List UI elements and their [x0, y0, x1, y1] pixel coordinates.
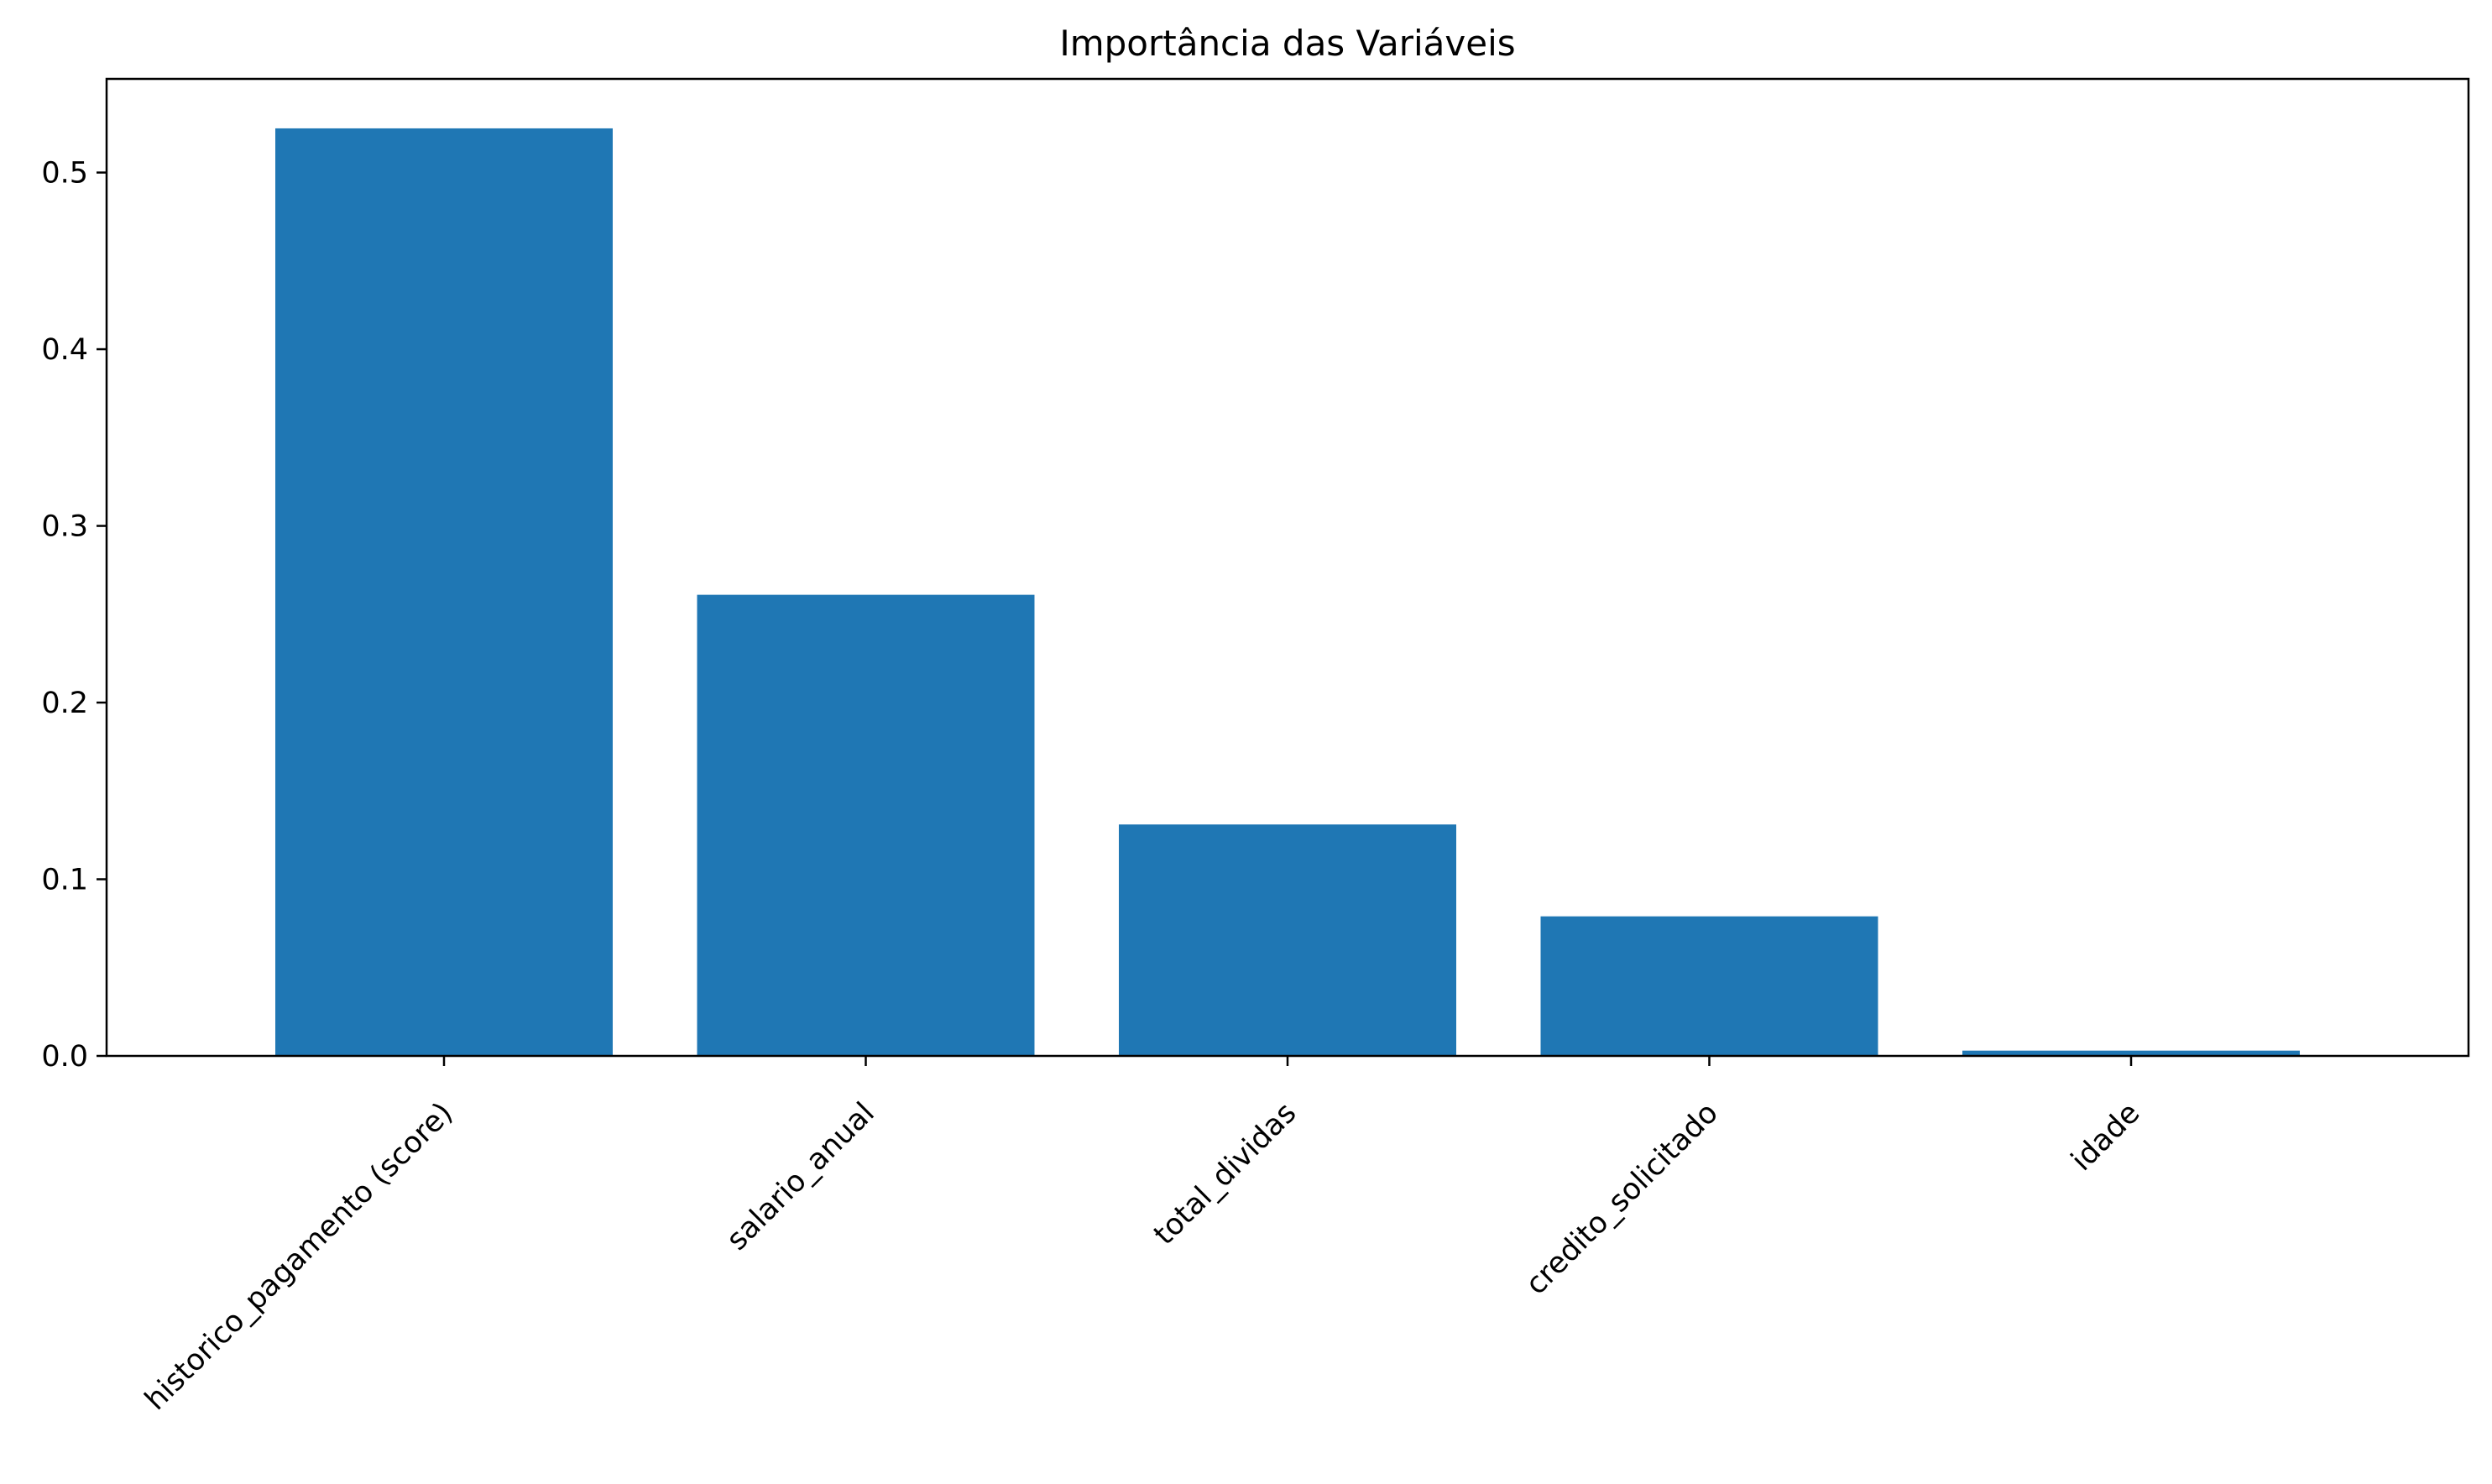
- x-tick-label: historico_pagamento (score): [138, 1096, 459, 1417]
- y-tick-label: 0.2: [41, 687, 88, 720]
- y-tick-label: 0.3: [41, 510, 88, 544]
- y-tick-label: 0.4: [41, 333, 88, 367]
- bar-credito-solicitado: [1540, 916, 1878, 1056]
- bar-idade: [1962, 1050, 2300, 1056]
- x-tick-label: salario_anual: [720, 1096, 881, 1257]
- y-axis: 0.0 0.1 0.2 0.3 0.4 0.5: [41, 157, 107, 1074]
- plot-frame: [105, 77, 2470, 1058]
- x-axis: historico_pagamento (score) salario_anual…: [138, 1056, 2146, 1417]
- y-tick-label: 0.5: [41, 157, 88, 191]
- y-tick-label: 0.0: [41, 1040, 88, 1074]
- bar-total-dividas: [1119, 824, 1456, 1056]
- y-tick-label: 0.1: [41, 864, 88, 897]
- bar-salario-anual: [697, 594, 1035, 1056]
- x-tick-label: total_dividas: [1147, 1096, 1303, 1251]
- x-tick-label: idade: [2065, 1096, 2146, 1178]
- x-tick-label: credito_solicitado: [1519, 1096, 1725, 1302]
- chart-title: Importância das Variáveis: [1059, 23, 1515, 64]
- bars-layer: [275, 128, 2300, 1056]
- bar-historico-pagamento-score-: [275, 128, 613, 1056]
